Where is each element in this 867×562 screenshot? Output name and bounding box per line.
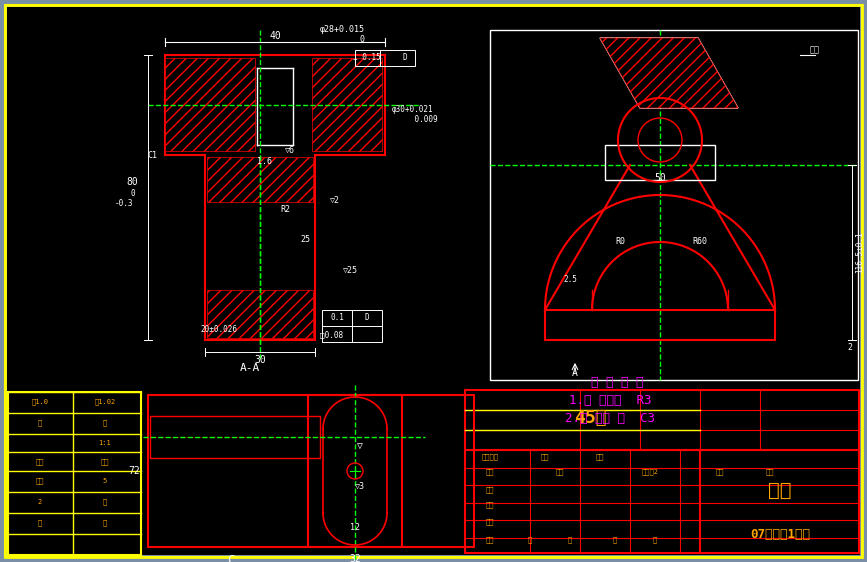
Text: ▽2: ▽2 bbox=[330, 196, 340, 205]
Bar bbox=[165, 58, 255, 151]
Text: φ30+0.021: φ30+0.021 bbox=[392, 106, 434, 115]
Text: 审定: 审定 bbox=[486, 519, 494, 525]
Text: 07数控（1）班: 07数控（1）班 bbox=[750, 528, 810, 542]
Text: 期: 期 bbox=[103, 520, 108, 526]
Text: 日: 日 bbox=[38, 520, 42, 526]
Text: 图1.02: 图1.02 bbox=[95, 398, 115, 405]
Text: 40: 40 bbox=[269, 31, 281, 41]
Polygon shape bbox=[600, 38, 738, 108]
Text: 2: 2 bbox=[38, 499, 42, 505]
Polygon shape bbox=[600, 38, 738, 108]
Text: D: D bbox=[402, 53, 407, 62]
Text: 图号: 图号 bbox=[36, 478, 44, 484]
Bar bbox=[355, 50, 415, 66]
Bar bbox=[150, 416, 320, 458]
Bar bbox=[322, 310, 382, 342]
Text: □0.08: □0.08 bbox=[321, 330, 343, 339]
Text: 标记版次: 标记版次 bbox=[481, 454, 499, 460]
Text: 页: 页 bbox=[568, 537, 572, 543]
Text: 0.1: 0.1 bbox=[330, 314, 344, 323]
Bar bbox=[148, 395, 474, 547]
Text: R60: R60 bbox=[693, 238, 707, 247]
Text: 页: 页 bbox=[653, 537, 657, 543]
Text: -0.3: -0.3 bbox=[114, 198, 133, 207]
Text: 平: 平 bbox=[103, 498, 108, 505]
Text: 1.未 注圆角  R3: 1.未 注圆角 R3 bbox=[569, 393, 651, 406]
Bar bbox=[308, 395, 402, 547]
Text: ▽25: ▽25 bbox=[342, 265, 357, 274]
Text: A: A bbox=[572, 368, 578, 378]
Text: 题图: 题图 bbox=[716, 469, 724, 475]
Text: φ28+0.015: φ28+0.015 bbox=[320, 25, 365, 34]
Text: 设计: 设计 bbox=[486, 469, 494, 475]
Text: C: C bbox=[227, 555, 235, 562]
Text: 0: 0 bbox=[130, 188, 135, 197]
Text: 号码: 号码 bbox=[101, 459, 109, 465]
Text: 定率: 定率 bbox=[541, 454, 550, 460]
Text: 116.5±0.1: 116.5±0.1 bbox=[856, 231, 864, 273]
Text: 描述: 描述 bbox=[556, 469, 564, 475]
Text: 校对: 校对 bbox=[486, 487, 494, 493]
Text: D: D bbox=[365, 314, 369, 323]
Text: 0.009: 0.009 bbox=[396, 116, 438, 125]
Text: 50: 50 bbox=[654, 173, 666, 183]
Text: 旨标件2: 旨标件2 bbox=[642, 469, 659, 475]
Bar bbox=[207, 157, 313, 202]
Bar bbox=[207, 290, 313, 338]
Text: 机1.0: 机1.0 bbox=[31, 398, 49, 405]
Text: ⊥ 0.15: ⊥ 0.15 bbox=[353, 53, 381, 62]
Text: 图: 图 bbox=[103, 420, 108, 427]
Text: 工艺: 工艺 bbox=[486, 537, 494, 543]
Text: 审定: 审定 bbox=[486, 502, 494, 508]
Text: 25: 25 bbox=[300, 235, 310, 244]
Text: 2.未 注倒 角  C3: 2.未 注倒 角 C3 bbox=[565, 411, 655, 424]
Text: 1:1: 1:1 bbox=[99, 440, 111, 446]
Text: 1.6: 1.6 bbox=[257, 157, 272, 166]
Bar bbox=[8, 392, 141, 555]
Text: 20±0.026: 20±0.026 bbox=[200, 325, 237, 334]
Text: 拨叉: 拨叉 bbox=[768, 481, 792, 500]
Text: 5: 5 bbox=[103, 478, 108, 484]
Text: R2: R2 bbox=[280, 206, 290, 215]
Text: 30: 30 bbox=[254, 355, 266, 365]
Text: 72: 72 bbox=[128, 466, 140, 476]
Text: 共: 共 bbox=[528, 537, 532, 543]
Text: 0: 0 bbox=[330, 35, 365, 44]
Bar bbox=[465, 390, 859, 553]
Text: 32: 32 bbox=[349, 554, 361, 562]
Text: 45钢: 45钢 bbox=[574, 409, 606, 427]
Text: 80: 80 bbox=[127, 177, 138, 187]
Text: ▽: ▽ bbox=[357, 441, 363, 451]
Bar bbox=[605, 145, 715, 180]
Text: 12: 12 bbox=[350, 523, 360, 532]
Text: 2: 2 bbox=[848, 343, 852, 352]
Text: C1: C1 bbox=[147, 151, 157, 160]
Text: 量符: 量符 bbox=[810, 46, 820, 55]
Bar bbox=[312, 58, 382, 151]
Text: 日期: 日期 bbox=[596, 454, 604, 460]
Text: 技 术 要 求: 技 术 要 求 bbox=[590, 377, 643, 389]
Text: ▽3: ▽3 bbox=[355, 482, 365, 491]
Text: 例约: 例约 bbox=[766, 469, 774, 475]
Text: ▽6: ▽6 bbox=[285, 146, 295, 155]
Text: R0: R0 bbox=[615, 238, 625, 247]
Text: A-A: A-A bbox=[240, 363, 260, 373]
Text: 2.5: 2.5 bbox=[563, 275, 577, 284]
Text: 第: 第 bbox=[613, 537, 617, 543]
Text: 图: 图 bbox=[38, 420, 42, 427]
Text: 比例: 比例 bbox=[36, 459, 44, 465]
Bar bbox=[490, 30, 858, 380]
